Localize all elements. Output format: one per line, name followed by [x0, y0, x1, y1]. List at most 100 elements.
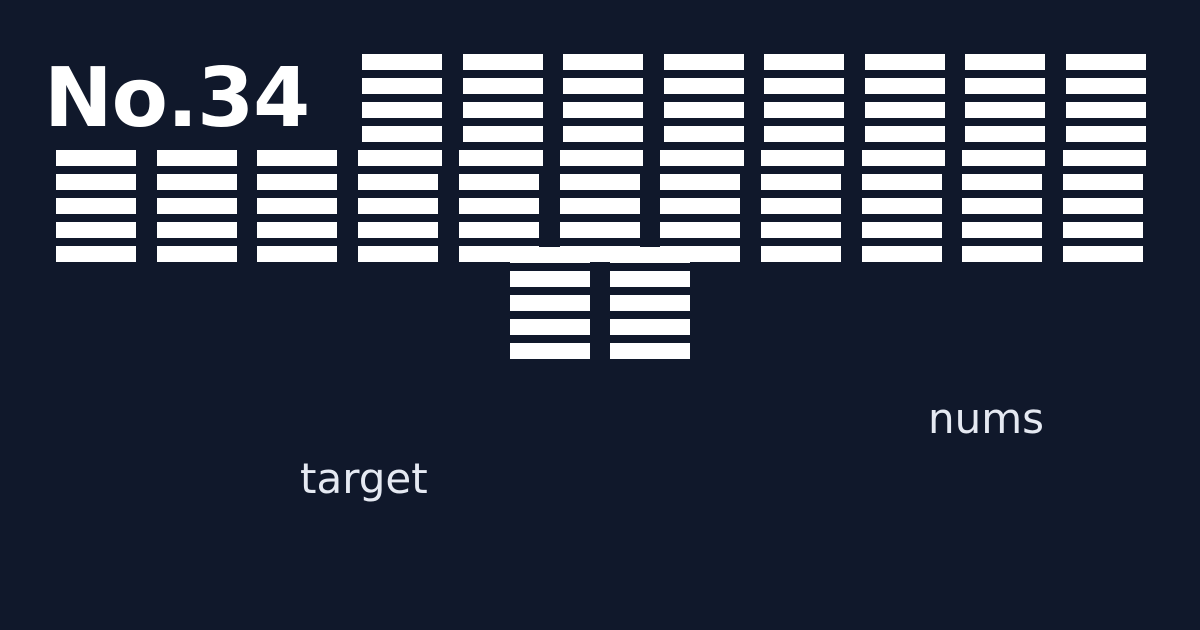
bar-line [459, 174, 539, 190]
bar-line [865, 126, 945, 142]
bar-line [157, 222, 237, 238]
bar-line [610, 295, 690, 311]
bar-line [965, 126, 1045, 142]
bar-line [157, 198, 237, 214]
bar-line [962, 246, 1042, 262]
bar-line [510, 319, 590, 335]
bar-line [764, 102, 844, 118]
bar-line [560, 198, 640, 214]
trigram-block-top-8 [1066, 54, 1146, 166]
bar-line [358, 198, 438, 214]
bar-line [764, 54, 844, 70]
bar-line [862, 198, 942, 214]
bar-line [610, 319, 690, 335]
bar-line [56, 198, 136, 214]
bar-line [563, 150, 643, 166]
bar-line [664, 78, 744, 94]
bar-line [510, 295, 590, 311]
bar-line [563, 126, 643, 142]
bar-line [761, 222, 841, 238]
trigram-block-middle-8 [761, 150, 841, 262]
bar-line [560, 174, 640, 190]
trigram-block-top-2 [463, 54, 543, 166]
bar-line [1066, 54, 1146, 70]
bar-line [764, 78, 844, 94]
bar-line [660, 174, 740, 190]
bar-line [1063, 222, 1143, 238]
bar-line [962, 174, 1042, 190]
bar-line [962, 222, 1042, 238]
bar-line [1063, 174, 1143, 190]
bar-line [358, 222, 438, 238]
bar-line [563, 78, 643, 94]
bar-line [510, 343, 590, 359]
trigram-block-middle-11 [1063, 150, 1143, 262]
bar-line [459, 198, 539, 214]
bar-line [764, 150, 844, 166]
trigram-block-middle-2 [157, 150, 237, 262]
bar-line [1063, 150, 1143, 166]
bar-line [865, 54, 945, 70]
bar-line [664, 126, 744, 142]
trigram-block-top-7 [965, 54, 1045, 166]
bar-line [157, 174, 237, 190]
bar-line [660, 246, 740, 262]
trigram-block-middle-7 [660, 150, 740, 262]
bar-line [463, 150, 543, 166]
bar-line [862, 246, 942, 262]
bar-line [56, 174, 136, 190]
bar-line [664, 150, 744, 166]
bar-line [56, 246, 136, 262]
bar-line [1066, 150, 1146, 166]
trigram-block-middle-1 [56, 150, 136, 262]
bar-line [965, 54, 1045, 70]
bar-line [257, 150, 337, 166]
bar-line [560, 150, 640, 166]
page-title: No.34 [44, 51, 310, 146]
bar-line [459, 222, 539, 238]
bar-line [761, 174, 841, 190]
trigram-block-middle-9 [862, 150, 942, 262]
bar-line [362, 54, 442, 70]
bar-line [660, 222, 740, 238]
bar-line [862, 150, 942, 166]
trigram-block-top-3 [563, 54, 643, 166]
bar-line [157, 246, 237, 262]
bar-line [1066, 126, 1146, 142]
bar-line [358, 246, 438, 262]
target-label: target [300, 454, 428, 503]
bar-line [459, 150, 539, 166]
bar-line [459, 246, 539, 262]
bar-line [560, 246, 640, 262]
bar-line [664, 102, 744, 118]
bar-line [563, 102, 643, 118]
nums-label: nums [928, 394, 1045, 443]
bar-line [56, 222, 136, 238]
trigram-block-middle-10 [962, 150, 1042, 262]
bar-line [257, 198, 337, 214]
bar-line [610, 247, 690, 263]
trigram-block-top-1 [362, 54, 442, 166]
bar-line [510, 247, 590, 263]
bar-line [362, 78, 442, 94]
bar-line [358, 150, 438, 166]
bar-line [862, 222, 942, 238]
bar-line [610, 343, 690, 359]
bar-line [764, 126, 844, 142]
bar-line [965, 150, 1045, 166]
bar-line [358, 174, 438, 190]
bar-line [865, 102, 945, 118]
bar-line [463, 126, 543, 142]
bar-line [362, 126, 442, 142]
bar-line [56, 150, 136, 166]
bar-line [761, 198, 841, 214]
bar-line [1066, 78, 1146, 94]
bar-line [463, 78, 543, 94]
bar-line [664, 54, 744, 70]
trigram-block-middle-4 [358, 150, 438, 262]
bar-line [257, 246, 337, 262]
bar-line [761, 246, 841, 262]
bar-line [157, 150, 237, 166]
trigram-block-middle-6 [560, 150, 640, 262]
